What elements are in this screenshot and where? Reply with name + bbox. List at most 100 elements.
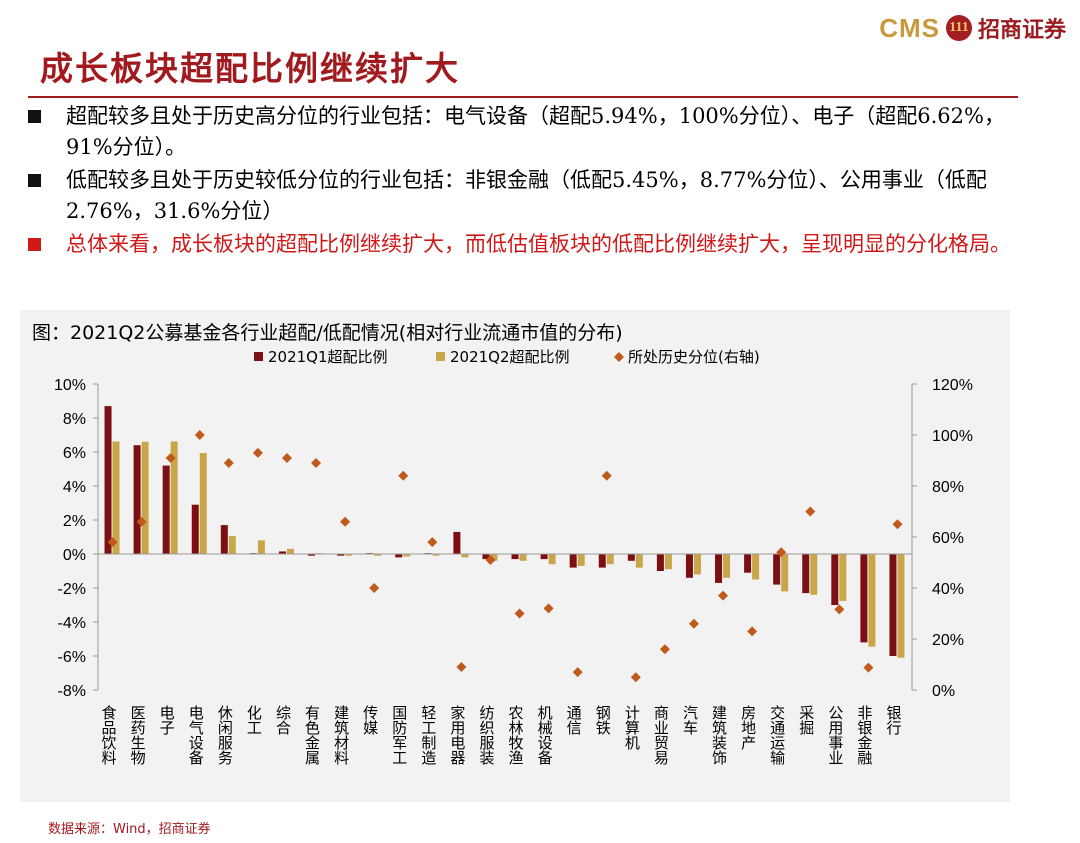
left-axis-tick-label: -4%	[58, 615, 86, 632]
percentile-point	[688, 618, 699, 629]
bar-q2	[286, 548, 294, 554]
left-axis-tick-label: 4%	[63, 479, 86, 496]
bar-q2	[170, 441, 178, 554]
left-axis-tick-label: -8%	[58, 683, 86, 700]
bar-q1	[278, 551, 286, 554]
percentile-point	[281, 452, 292, 463]
bullet-text: 超配较多且处于历史高分位的行业包括：电气设备（超配5.94%，100%分位）、电…	[66, 104, 1005, 159]
bar-q2	[432, 554, 440, 556]
percentile-point	[369, 583, 380, 593]
category-label: 医药生物	[129, 705, 147, 766]
brand-emblem-icon: 111	[945, 15, 972, 41]
left-axis-tick-label: -2%	[58, 581, 86, 598]
percentile-point	[136, 516, 147, 527]
bar-q2	[228, 536, 236, 554]
percentile-point	[718, 590, 729, 601]
bar-q2	[199, 453, 207, 554]
left-axis-tick-label: 0%	[63, 547, 86, 564]
category-label: 食品饮料	[100, 705, 118, 765]
bar-q1	[540, 554, 548, 560]
brand-logo: CMS 111 招商证券	[879, 10, 1066, 46]
category-label: 轻工制造	[419, 705, 437, 766]
category-label: 国防军工	[390, 705, 408, 765]
bar-q1	[715, 554, 723, 583]
percentile-point	[427, 537, 438, 548]
category-label: 传媒	[361, 705, 379, 735]
percentile-point	[630, 672, 641, 683]
bar-q1	[598, 554, 606, 568]
bar-q2	[548, 554, 556, 565]
data-source-note: 数据来源：Wind，招商证券	[48, 822, 211, 837]
left-axis-tick-label: 8%	[63, 411, 86, 428]
brand-cn-name: 招商证券	[977, 18, 1066, 43]
bar-q1	[889, 554, 897, 656]
percentile-point	[805, 506, 816, 517]
category-label: 纺织服装	[477, 705, 495, 765]
right-axis-tick-label: 100%	[932, 428, 973, 445]
bar-q2	[606, 554, 614, 565]
legend-label-3: 所处历史分位(右轴)	[628, 348, 760, 366]
bar-q2	[461, 554, 469, 558]
right-axis-tick-label: 80%	[932, 479, 964, 496]
percentile-point	[601, 470, 612, 481]
bar-q2	[781, 554, 789, 592]
category-label: 商业贸易	[652, 705, 670, 765]
bar-q2	[374, 554, 382, 556]
percentile-point	[747, 626, 758, 637]
category-label: 有色金属	[303, 705, 321, 765]
bullet-text: 低配较多且处于历史较低分位的行业包括：非银金融（低配5.45%，8.77%分位）…	[66, 168, 987, 223]
title-divider	[28, 96, 1018, 98]
category-label: 非银金融	[855, 705, 873, 765]
category-label: 综合	[274, 705, 292, 735]
bar-q2	[839, 554, 847, 601]
bar-q1	[162, 465, 170, 554]
right-axis-tick-label: 60%	[932, 530, 964, 547]
square-bullet-icon	[28, 238, 41, 251]
bar-q1	[133, 445, 141, 554]
percentile-point	[892, 519, 903, 530]
percentile-point	[572, 667, 583, 678]
bar-q1	[685, 554, 693, 578]
category-label: 建筑材料	[332, 705, 350, 765]
legend-label-2: 2021Q2超配比例	[450, 348, 570, 366]
bar-q2	[345, 554, 353, 556]
percentile-point	[863, 662, 874, 673]
category-label: 钢铁	[594, 705, 612, 735]
right-axis-tick-label: 20%	[932, 632, 964, 649]
bar-q2	[752, 554, 760, 580]
percentile-point	[107, 537, 118, 548]
percentile-point	[165, 452, 176, 463]
legend-label-1: 2021Q1超配比例	[268, 348, 388, 366]
bar-q1	[482, 554, 490, 560]
category-label: 电气设备	[187, 705, 205, 765]
percentile-point	[514, 608, 525, 619]
bar-q1	[860, 554, 868, 643]
percentile-point	[252, 447, 263, 458]
bar-q1	[656, 554, 664, 571]
bar-q1	[395, 554, 403, 558]
percentile-point	[194, 430, 205, 440]
percentile-point	[398, 470, 409, 481]
percentile-point	[485, 554, 496, 565]
bar-q1	[744, 554, 752, 573]
bar-q1	[453, 531, 461, 554]
bar-q2	[810, 554, 818, 595]
percentile-point	[223, 458, 234, 469]
bar-q1	[569, 554, 577, 568]
percentile-point	[776, 547, 787, 558]
bar-q2	[664, 554, 672, 570]
left-axis-tick-label: 6%	[63, 445, 86, 462]
bar-q2	[577, 554, 585, 566]
bar-q1	[220, 525, 228, 554]
left-axis-tick-label: -6%	[58, 649, 86, 666]
bar-q1	[191, 504, 199, 554]
bar-q1	[802, 554, 810, 594]
square-bullet-icon	[28, 174, 41, 187]
category-label: 电子	[158, 705, 176, 735]
bar-q1	[337, 554, 345, 556]
bar-q1	[773, 554, 781, 585]
bar-q2	[897, 554, 905, 658]
bar-q1	[308, 554, 316, 556]
bar-q2	[403, 554, 411, 557]
